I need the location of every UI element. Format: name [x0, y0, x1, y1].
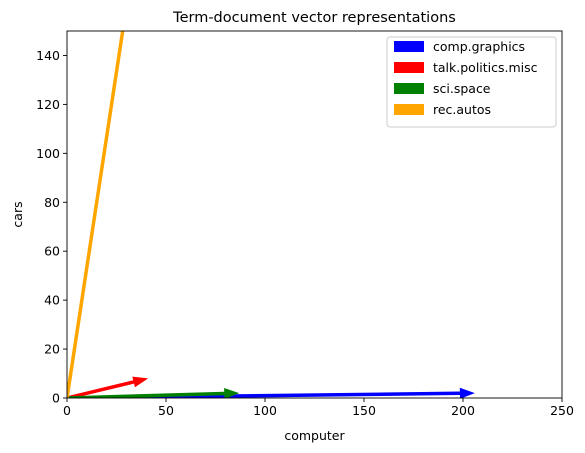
x-tick-label: 0	[63, 403, 71, 418]
vector-arrow-rec-autos	[67, 31, 125, 398]
x-tick-label: 100	[253, 403, 277, 418]
vector-arrow-sci-space	[67, 388, 240, 398]
x-axis-label: computer	[284, 428, 345, 443]
y-tick-label: 40	[44, 293, 60, 308]
legend: comp.graphics talk.politics.misc sci.space…	[386, 36, 557, 128]
legend-label: sci.space	[433, 81, 491, 96]
y-tick-label: 100	[36, 146, 60, 161]
vector-arrow-talk-politics-misc	[67, 376, 149, 398]
legend-label: talk.politics.misc	[433, 60, 538, 75]
vector-layer	[67, 31, 475, 398]
y-tick-label: 80	[44, 195, 60, 210]
legend-swatch	[394, 104, 424, 115]
y-tick-label: 0	[52, 391, 60, 406]
x-tick-label: 50	[158, 403, 174, 418]
x-tick-label: 150	[352, 403, 376, 418]
legend-frame	[386, 36, 557, 128]
y-axis-ticks: 0 20 40 60 80 100 120 140	[36, 48, 67, 406]
y-tick-label: 140	[36, 48, 60, 63]
y-tick-label: 20	[44, 342, 60, 357]
x-tick-label: 200	[451, 403, 475, 418]
legend-swatch	[394, 41, 424, 52]
legend-swatch	[394, 62, 424, 73]
x-axis-ticks: 0 50 100 150 200 250	[63, 398, 574, 418]
y-axis-label: cars	[10, 201, 25, 227]
x-tick-label: 250	[550, 403, 574, 418]
legend-label: comp.graphics	[433, 39, 525, 54]
chart-title: Term-document vector representations	[172, 10, 456, 26]
y-tick-label: 120	[36, 97, 60, 112]
legend-swatch	[394, 83, 424, 94]
y-tick-label: 60	[44, 244, 60, 259]
legend-label: rec.autos	[433, 102, 491, 117]
plot-frame	[66, 30, 563, 399]
